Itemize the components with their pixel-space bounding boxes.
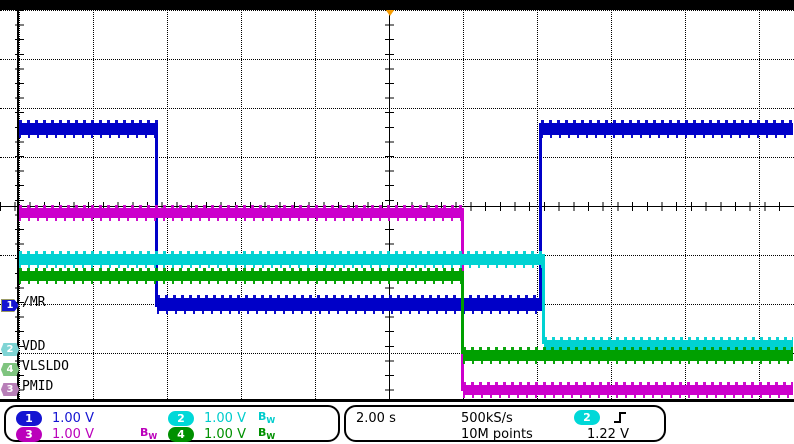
channel-marker-3[interactable]: 3	[1, 383, 19, 396]
waveform-ch2-falling-edge	[542, 254, 545, 344]
channel-row-1[interactable]: 1 1.00 V	[16, 410, 94, 426]
channel-scale-3: 1.00 V	[52, 426, 94, 442]
channel-badge-2[interactable]: 2	[168, 410, 194, 426]
left-axis-v-ticks	[15, 10, 24, 399]
channel-scale-4: 1.00 V	[204, 426, 246, 442]
waveform-ch4-segment-low	[463, 347, 793, 364]
gridline-h-7	[0, 399, 794, 400]
channel-row-2[interactable]: 2 1.00 V BW	[168, 410, 275, 426]
top-black-bar	[0, 0, 794, 8]
waveform-ch2-segment-high	[19, 251, 544, 268]
channel-scale-1: 1.00 V	[52, 410, 94, 426]
waveform-ch4-segment-high	[19, 268, 463, 284]
waveform-plot-area[interactable]: 1 /MR 2 VDD 4 VLSLDO 3 PMID	[0, 8, 794, 402]
bandwidth-limit-icon-3: BW	[139, 426, 158, 442]
waveform-ch1-rising-edge	[539, 123, 542, 311]
timebase-value[interactable]: 2.00 s	[356, 411, 396, 426]
bandwidth-limit-icon-4: BW	[257, 426, 276, 442]
gridline-h-1	[0, 59, 794, 60]
waveform-ch3-segment-high	[19, 205, 463, 221]
channel-label-4: VLSLDO	[22, 359, 69, 374]
channel-settings-panel[interactable]: 1 1.00 V 2 1.00 V BW 3 1.00 V BW 4 1.00 …	[4, 405, 340, 442]
waveform-ch1-segment-low	[157, 295, 542, 314]
timebase-trigger-panel[interactable]: 2.00 s 500kS/s 10M points 2 1.22 V	[344, 405, 666, 442]
trigger-source-badge[interactable]: 2	[574, 410, 600, 425]
gridline-h-6	[0, 353, 794, 354]
trigger-level-value[interactable]: 1.22 V	[587, 427, 629, 442]
waveform-ch1-segment-high-right	[541, 120, 793, 138]
graticule-left-edge	[17, 10, 19, 399]
sample-rate-value: 500kS/s	[461, 411, 513, 426]
waveform-ch3-segment-low	[463, 382, 793, 398]
channel-marker-2[interactable]: 2	[1, 343, 19, 356]
graticule: 1 /MR 2 VDD 4 VLSLDO 3 PMID	[0, 10, 794, 399]
channel-row-4[interactable]: 4 1.00 V BW	[168, 426, 275, 442]
channel-badge-1[interactable]: 1	[16, 410, 42, 426]
channel-label-3: PMID	[22, 379, 54, 394]
gridline-h-3	[0, 157, 794, 158]
record-length-value: 10M points	[461, 427, 533, 442]
waveform-ch1-segment-high-left	[19, 120, 158, 138]
trigger-slope-rising-icon[interactable]	[614, 412, 627, 423]
gridline-h-2	[0, 108, 794, 109]
gridline-h-0	[0, 10, 794, 11]
channel-marker-1[interactable]: 1	[1, 299, 19, 312]
channel-label-1: /MR	[22, 295, 46, 310]
bandwidth-limit-icon-2: BW	[257, 410, 276, 426]
waveform-ch4-falling-edge	[461, 271, 464, 354]
channel-marker-4[interactable]: 4	[1, 363, 19, 376]
status-bar: 1 1.00 V 2 1.00 V BW 3 1.00 V BW 4 1.00 …	[0, 405, 794, 444]
channel-badge-3[interactable]: 3	[16, 426, 42, 442]
channel-row-3[interactable]: 3 1.00 V BW	[16, 426, 157, 442]
channel-label-2: VDD	[22, 339, 46, 354]
trigger-source-row[interactable]: 2	[574, 410, 627, 425]
channel-scale-2: 1.00 V	[204, 410, 246, 426]
center-axis-v-ticks	[385, 10, 394, 399]
trigger-position-marker[interactable]	[383, 10, 397, 16]
channel-badge-4[interactable]: 4	[168, 426, 194, 442]
